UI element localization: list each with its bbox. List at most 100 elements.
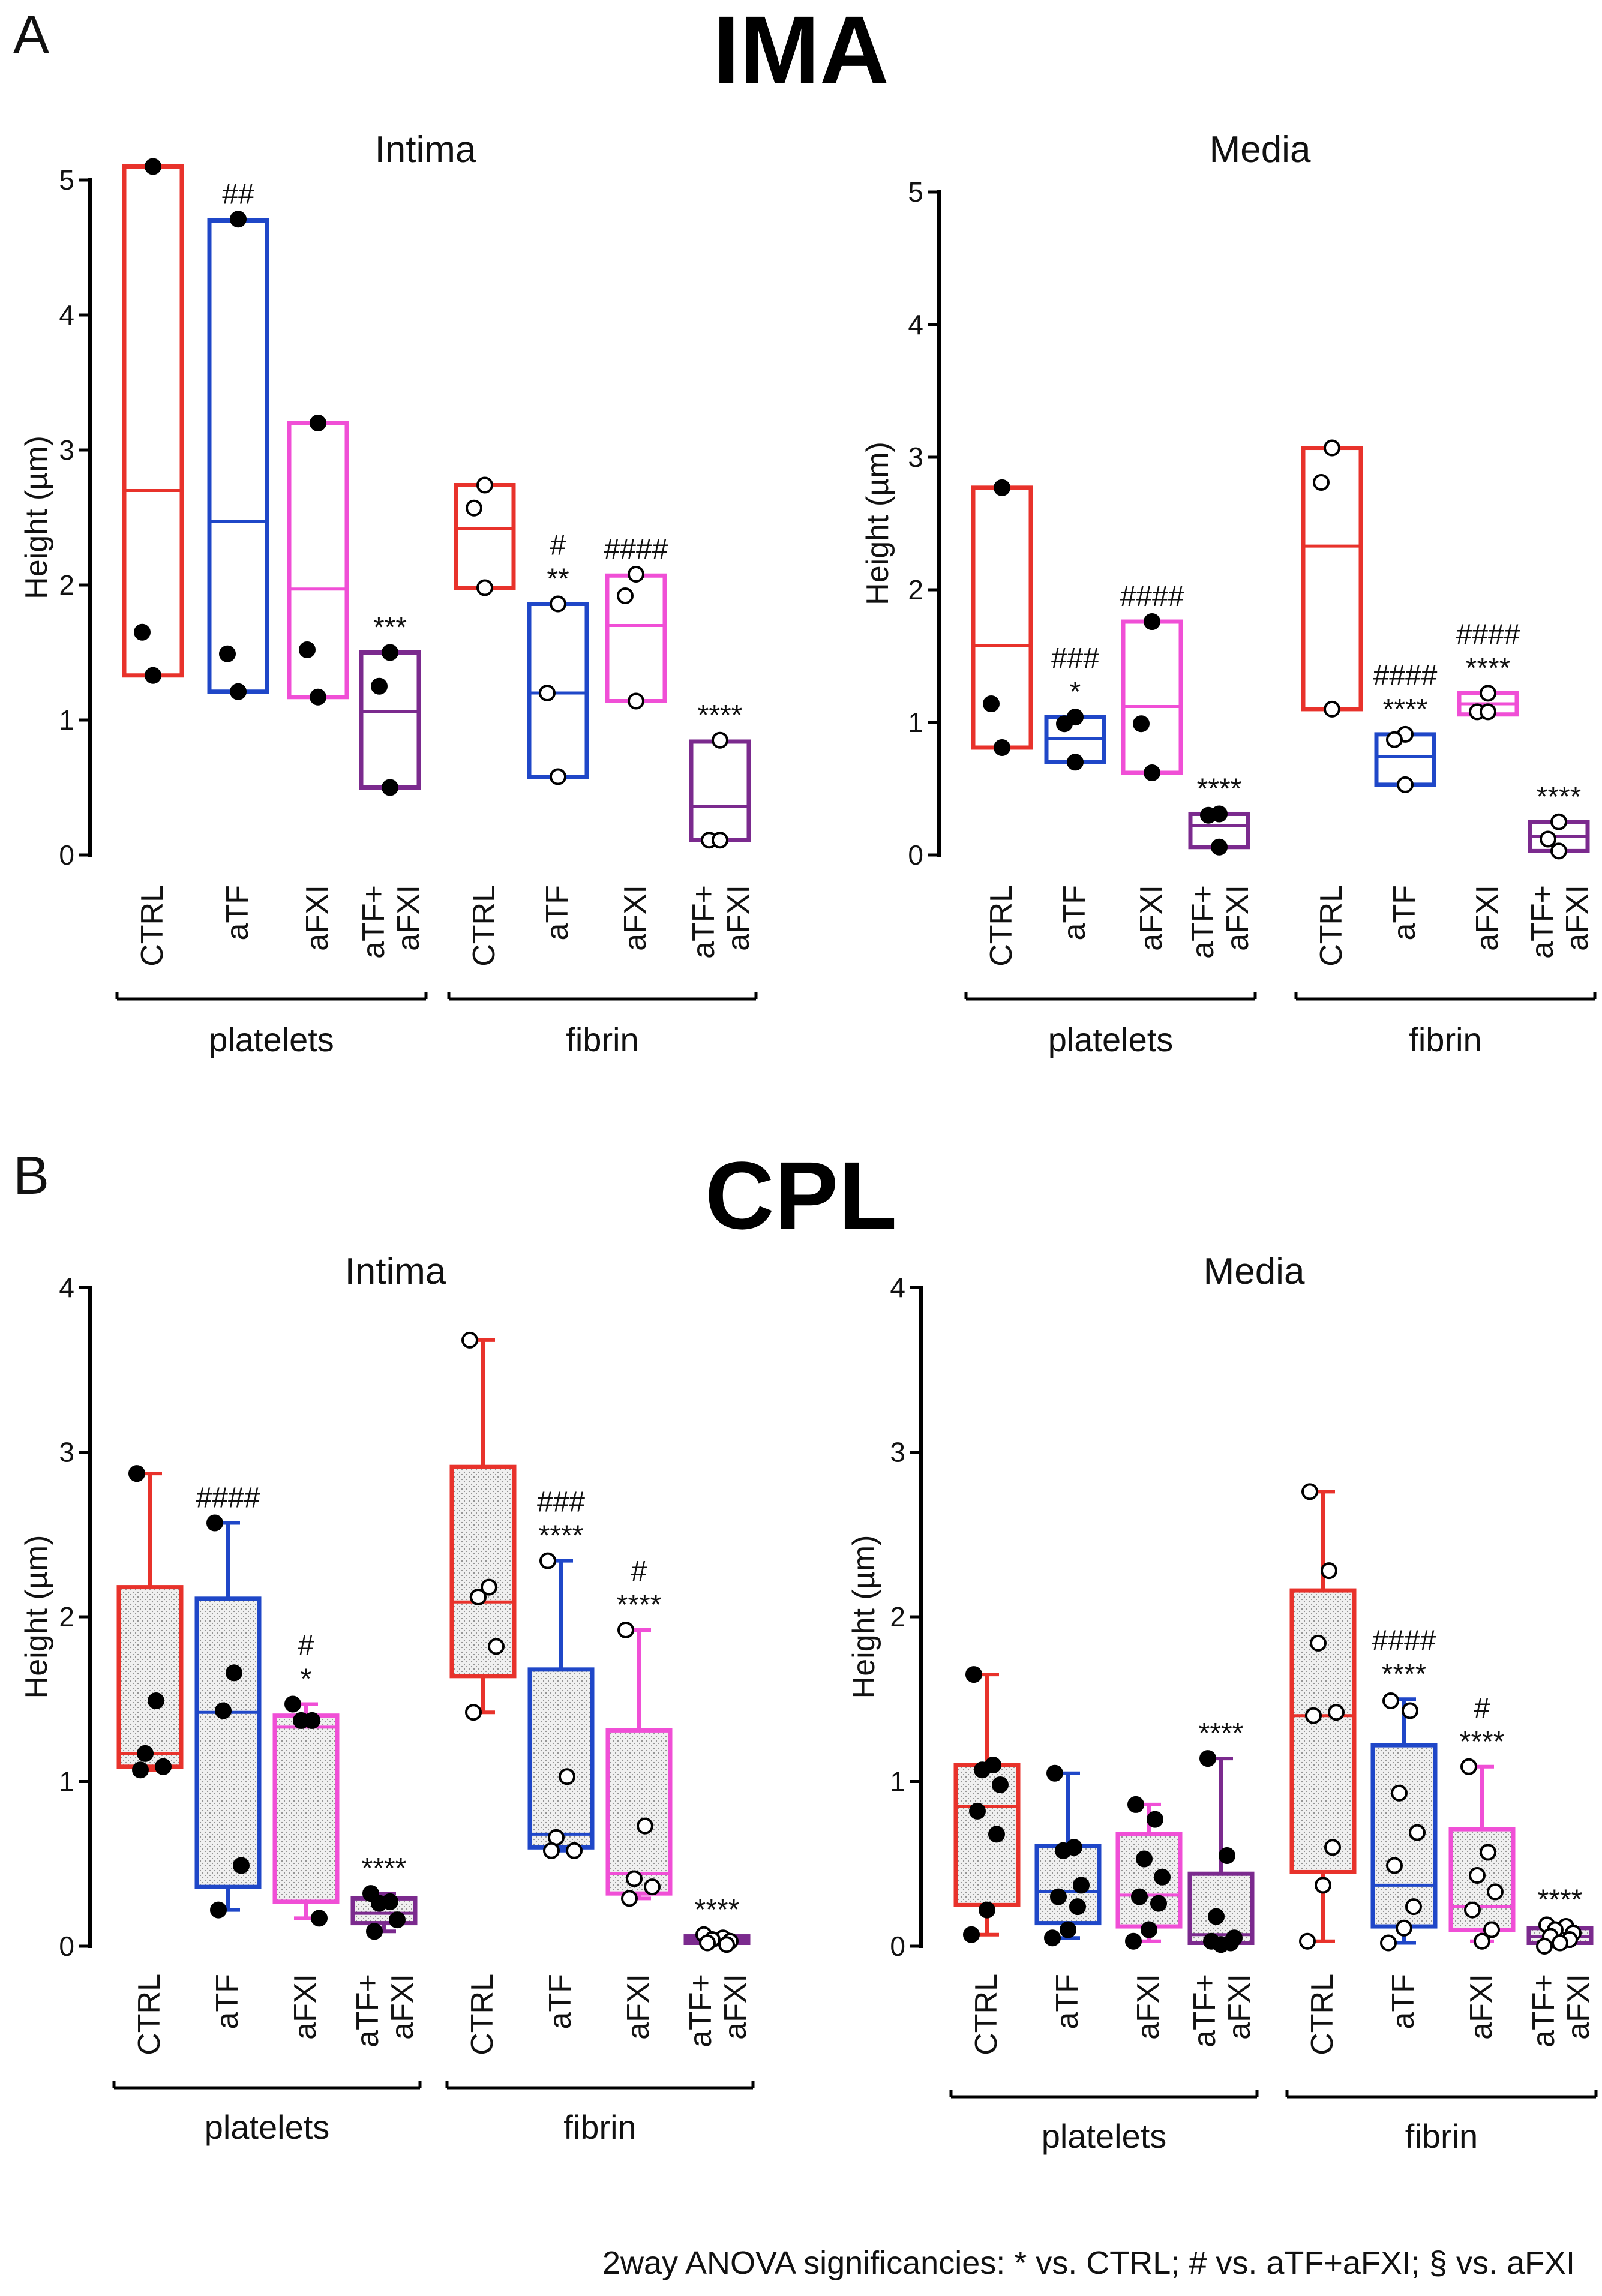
- data-point: [621, 1890, 638, 1907]
- significance-label: ****: [698, 700, 743, 731]
- data-point: [539, 1552, 556, 1569]
- y-tick-label: 0: [59, 839, 74, 871]
- chart-cpl-media: Media Height (µm) 0 1 2 3 4 CTRL aTF aFXI **** aTF+…: [847, 1251, 1598, 2155]
- data-point: [550, 768, 566, 785]
- box-fibrin-atf-afxi: ****: [1528, 781, 1590, 860]
- box-fibrin-atf: **#: [527, 530, 589, 785]
- significance-label: ****: [539, 1520, 584, 1552]
- data-point: [230, 683, 247, 700]
- box-iqr: [953, 1763, 1021, 1907]
- box-fibrin-afxi: ####: [604, 533, 668, 710]
- data-point: [718, 1936, 735, 1953]
- data-point: [628, 566, 644, 583]
- data-point: [1213, 1936, 1229, 1953]
- y-tick-label: 1: [59, 1766, 74, 1797]
- y-tick-label: 1: [59, 704, 74, 736]
- category-label: aTF: [1386, 1974, 1421, 2029]
- box-iqr: [116, 1585, 184, 1769]
- data-point: [299, 641, 316, 658]
- data-point: [983, 695, 1000, 713]
- y-tick-label: 2: [59, 1601, 74, 1632]
- data-point: [389, 1911, 406, 1929]
- data-point: [974, 1761, 991, 1779]
- data-point: [1305, 1707, 1322, 1724]
- significance-label: *: [301, 1663, 312, 1695]
- data-point: [1125, 1932, 1142, 1950]
- category-label: CTRL: [1305, 1974, 1340, 2055]
- category-label: aTF: [220, 885, 255, 940]
- y-tick-label: 1: [908, 707, 923, 738]
- significance-label: ####: [196, 1482, 260, 1514]
- footnote: 2way ANOVA significancies: * vs. CTRL; #…: [602, 2245, 1575, 2281]
- category-label-line: aTF+: [356, 885, 391, 959]
- data-point: [311, 1910, 328, 1927]
- box-platelets-afxi: *#: [272, 1629, 340, 1927]
- category-label: aFXI: [1131, 1974, 1166, 2040]
- data-point: [1540, 830, 1556, 848]
- data-point: [994, 739, 1010, 756]
- data-point: [965, 1666, 982, 1683]
- y-tick-label: 0: [890, 1931, 905, 1962]
- data-point: [543, 1842, 560, 1859]
- data-point: [1536, 1938, 1553, 1955]
- box-platelets-ctrl: [116, 1465, 184, 1779]
- significance-label: ****: [617, 1589, 662, 1621]
- data-point: [994, 479, 1010, 496]
- significance-label: ####: [1120, 581, 1184, 613]
- box-platelets-ctrl: [122, 158, 184, 684]
- data-point: [476, 476, 493, 494]
- category-label: aTF+aFXI: [1187, 1974, 1257, 2048]
- data-point: [145, 158, 161, 175]
- category-label: aFXI: [300, 885, 335, 951]
- data-point: [310, 688, 326, 706]
- data-point: [293, 1712, 310, 1729]
- box-platelets-afxi: [287, 415, 349, 706]
- box-fibrin-atf: ****###: [527, 1487, 595, 1859]
- category-label-line: aFXI: [1222, 1974, 1257, 2040]
- data-point: [215, 1702, 232, 1719]
- category-label-line: CTRL: [1314, 885, 1349, 967]
- significance-label: #: [631, 1556, 647, 1587]
- category-label: aTF+aFXI: [1526, 1974, 1596, 2048]
- data-point: [284, 1695, 301, 1713]
- box-fibrin-ctrl: [1289, 1483, 1357, 1950]
- significance-label: ***: [373, 612, 407, 644]
- data-point: [1199, 1750, 1216, 1767]
- y-tick-label: 4: [908, 309, 923, 340]
- y-tick-label: 2: [890, 1601, 905, 1632]
- data-point: [371, 677, 388, 695]
- data-point: [1144, 764, 1160, 781]
- box-iqr: [194, 1596, 262, 1889]
- data-point: [1055, 1842, 1072, 1859]
- category-label: aFXI: [288, 1974, 323, 2040]
- data-point: [476, 579, 493, 596]
- box-iqr: [1115, 1832, 1183, 1929]
- significance-label: *: [1070, 676, 1081, 708]
- category-label-line: aFXI: [718, 1974, 753, 2040]
- significance-label: ####: [1372, 1625, 1436, 1656]
- data-point: [1324, 1839, 1341, 1856]
- data-point: [466, 499, 482, 517]
- data-point: [1154, 1868, 1171, 1886]
- data-point: [1483, 1921, 1500, 1938]
- group-label-fibrin: fibrin: [1405, 2117, 1478, 2155]
- data-point: [470, 1589, 487, 1606]
- data-point: [481, 1578, 497, 1596]
- category-label-line: aFXI: [621, 1974, 656, 2040]
- category-label-line: aTF: [543, 1974, 578, 2029]
- category-label: aFXI: [1134, 885, 1169, 951]
- category-label-line: aFXI: [1220, 885, 1255, 951]
- group-label-platelets: platelets: [205, 2108, 330, 2146]
- box-platelets-atf: [1034, 1764, 1102, 1947]
- category-label-line: aFXI: [300, 885, 335, 951]
- y-tick-label: 3: [890, 1437, 905, 1468]
- data-point: [1136, 1850, 1153, 1868]
- data-point: [617, 587, 634, 604]
- category-label-line: aFXI: [385, 1974, 420, 2040]
- category-label: aFXI: [1470, 885, 1505, 951]
- group-label-platelets: platelets: [1042, 2117, 1167, 2155]
- chart-ima-media: Media Height (µm) 0 1 2 3 4 5 CTRL *### aTF #### aFX…: [860, 129, 1597, 1058]
- category-label-line: CTRL: [467, 885, 502, 967]
- box-fibrin-ctrl: [449, 1331, 517, 1721]
